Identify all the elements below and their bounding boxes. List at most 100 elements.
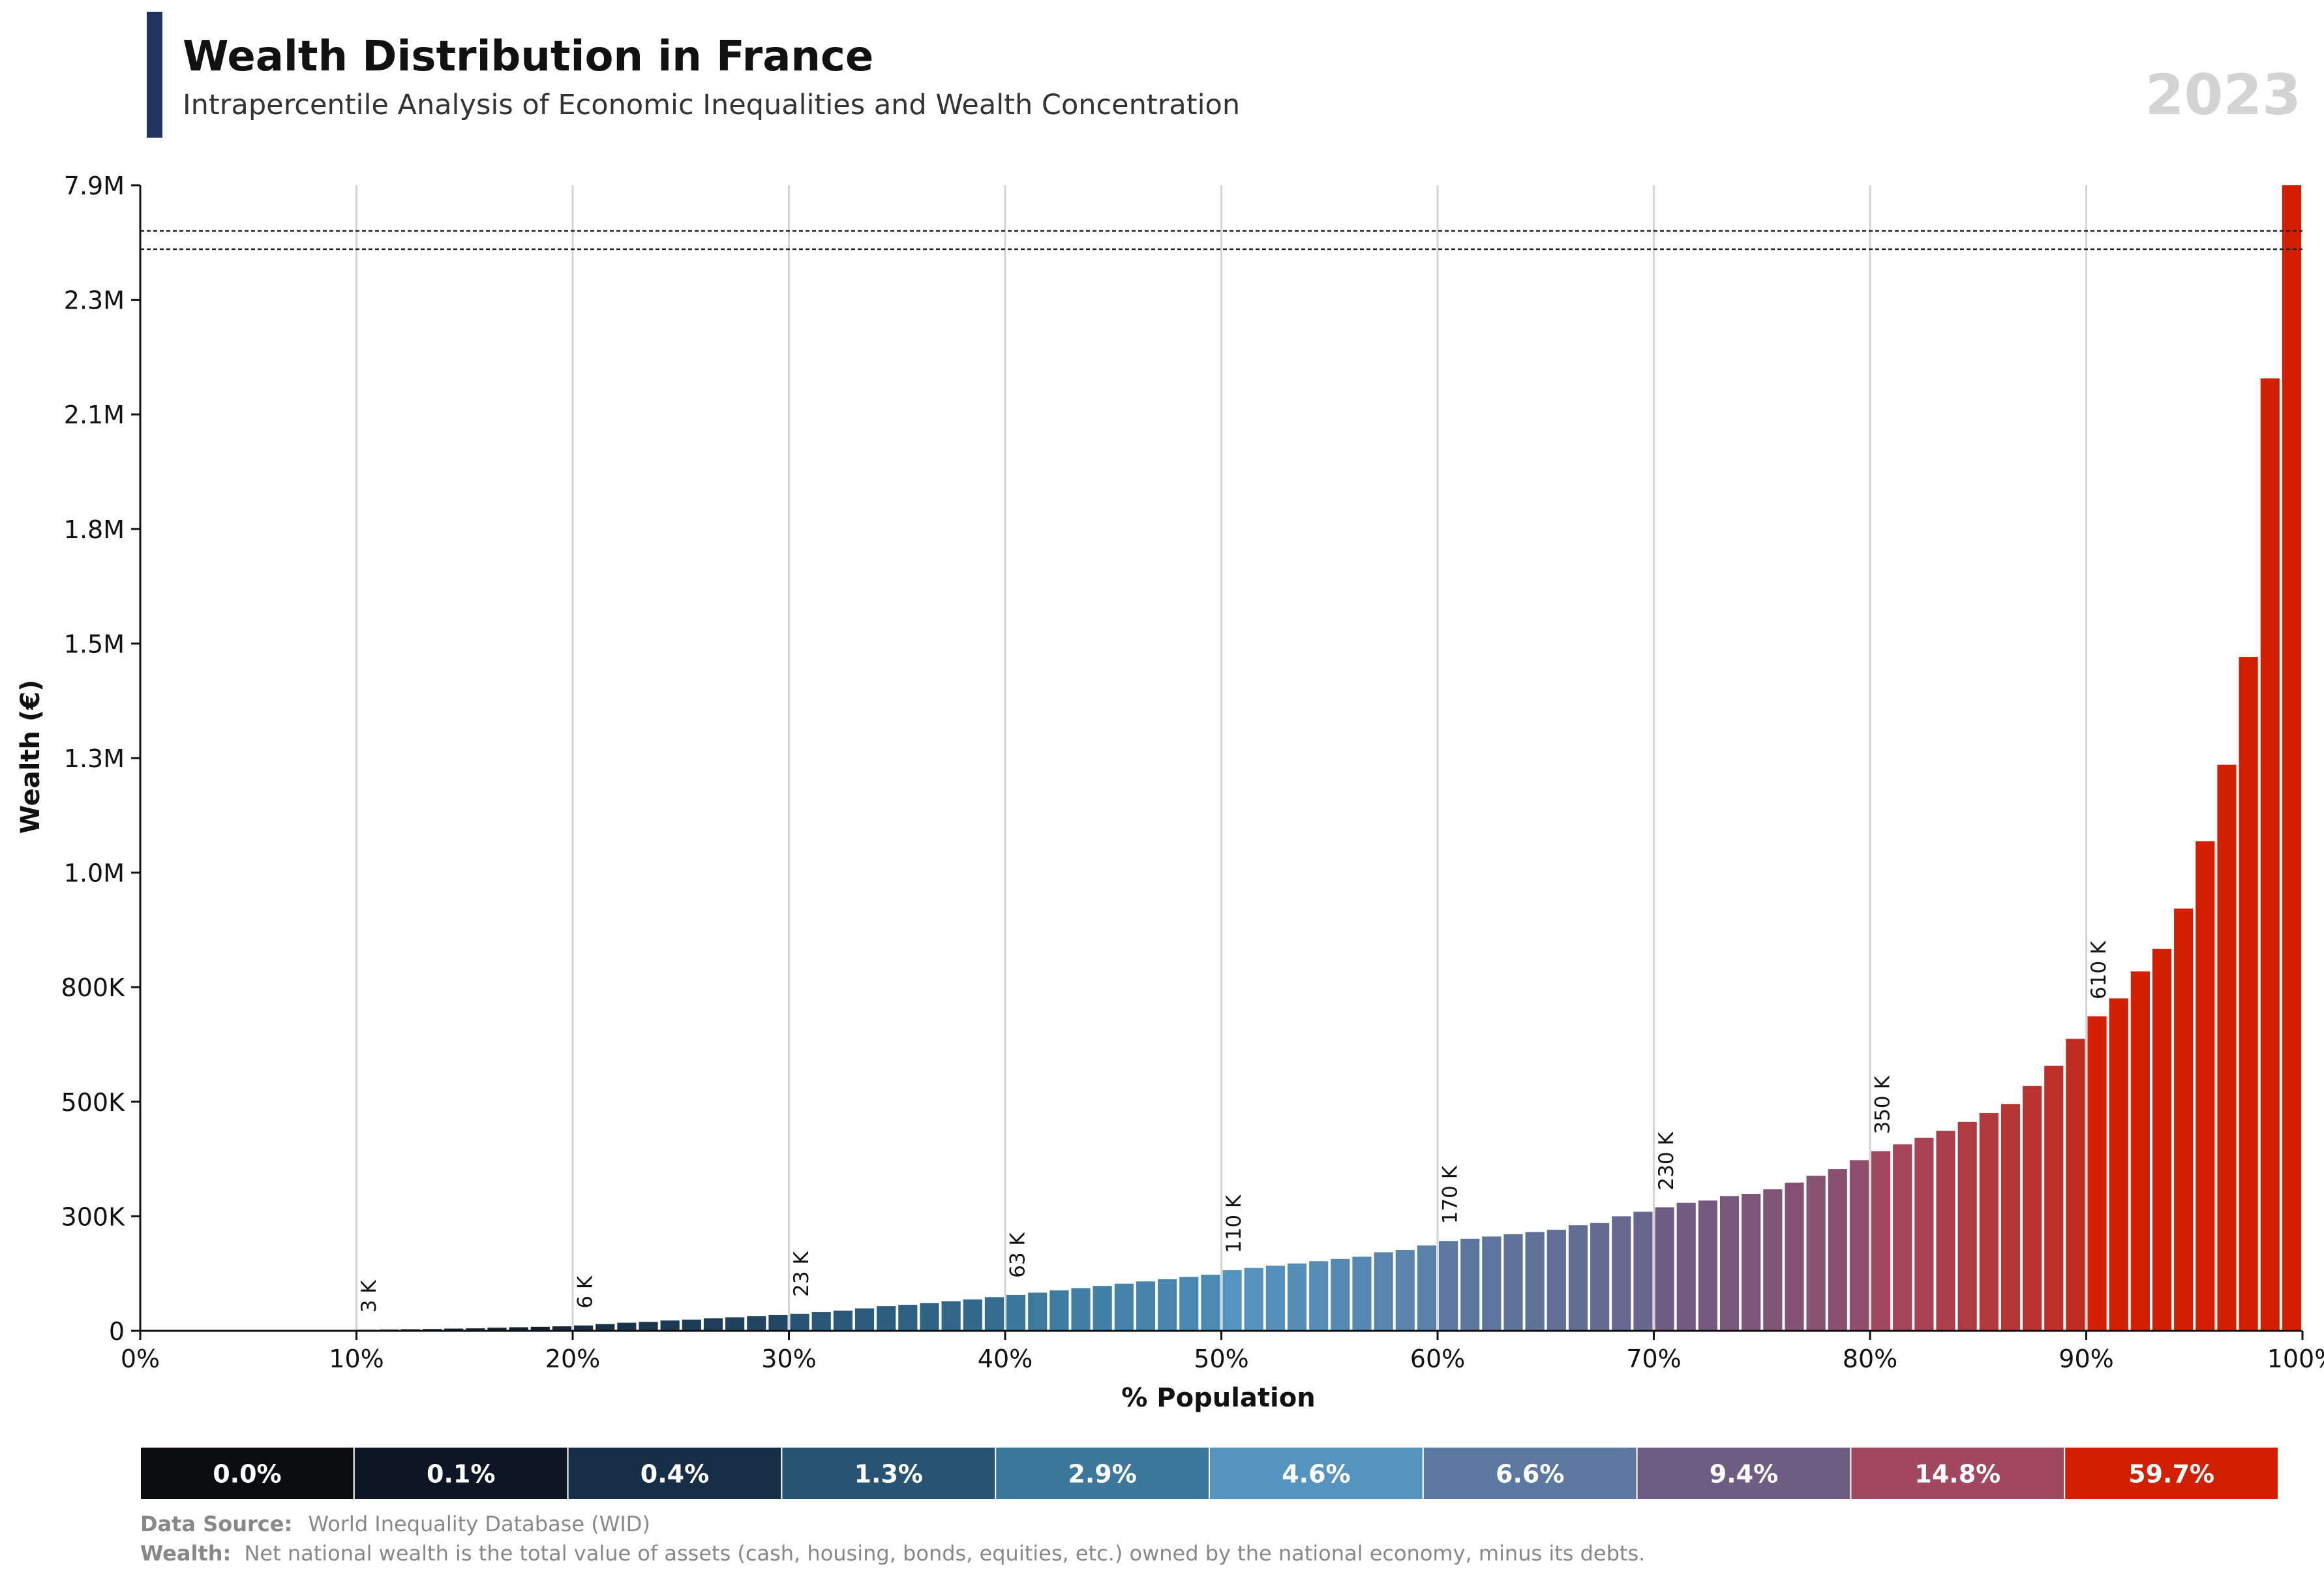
bar-p86 [1979,1113,1999,1331]
x-tick-label: 50% [1194,1345,1248,1373]
bar-value-label: 170 K [1439,1165,1462,1224]
wealth-definition-text: Net national wealth is the total value o… [244,1541,1645,1566]
bar-p19 [530,1326,550,1331]
chart-title: Wealth Distribution in France [183,33,873,81]
decile-share-label: 1.3% [854,1460,923,1489]
decile-share-strip: 0.0% 0.1% 0.4% 1.3% 2.9% 4.6% 6.6% 9.4% 14.8% 59.… [140,1446,2279,1500]
bar-p69 [1612,1216,1631,1331]
bar-p24 [639,1322,658,1331]
bar-p51 [1222,1270,1242,1331]
bar-value-label: 230 K [1655,1132,1678,1191]
x-tick-label: 30% [761,1345,816,1373]
y-tick-label: 500K [61,1088,126,1117]
decile-share-label: 0.1% [427,1460,495,1489]
decile-share-cell [2064,1446,2279,1500]
bar-p21 [574,1325,594,1331]
bar-p25 [660,1320,680,1331]
bar-p32 [811,1312,831,1331]
bar-p45 [1093,1286,1112,1331]
bar-p41 [1006,1294,1026,1331]
y-tick-label: 7.9M [64,172,125,200]
bar-p57 [1352,1256,1372,1331]
bar-p98 [2239,657,2258,1331]
bar-p35 [877,1306,896,1331]
decile-share-cell [1636,1446,1852,1500]
y-tick-label: 1.5M [64,630,125,658]
decile-share-label: 14.8% [1914,1460,2000,1489]
bar-p20 [552,1326,571,1331]
bar-p99 [2260,378,2280,1331]
bar-p95 [2174,908,2194,1331]
bar-p52 [1244,1268,1263,1331]
bar-p15 [444,1328,464,1331]
bar-p78 [1806,1176,1826,1331]
bar-p74 [1719,1196,1740,1331]
y-axis-label: Wealth (€) [16,680,46,834]
decile-share-cell [1209,1446,1424,1500]
y-tick-label: 2.3M [64,286,125,315]
bar-p64 [1503,1234,1523,1331]
x-tick-label: 100% [2267,1345,2324,1373]
bar-p36 [898,1305,918,1331]
y-tick-label: 1.8M [64,515,125,544]
x-tick-label: 70% [1626,1345,1681,1373]
bar-p56 [1331,1258,1350,1331]
x-tick-label: 10% [329,1345,384,1373]
bar-p93 [2130,971,2150,1331]
x-tick-label: 80% [1843,1345,1897,1373]
decile-share-cell [995,1446,1210,1500]
wealth-definition-note: Wealth: Net national wealth is the total… [140,1541,1645,1566]
bar-p79 [1828,1169,1847,1331]
bar-p29 [747,1316,766,1331]
bar-p68 [1590,1223,1610,1331]
bar-value-label: 110 K [1222,1194,1246,1253]
bar-p97 [2217,765,2237,1331]
grid-lines [355,185,2087,1331]
x-tick-label: 60% [1410,1345,1465,1373]
bar-p65 [1525,1232,1545,1331]
bar-p38 [941,1301,961,1331]
bar-p26 [682,1319,701,1331]
bar-p80 [1849,1160,1869,1331]
bar-p31 [790,1313,809,1331]
y-tick-label: 300K [61,1202,126,1231]
bar-p59 [1395,1250,1415,1331]
decile-share-cell [567,1446,783,1500]
bar-value-label: 3 K [357,1280,381,1313]
bar-p90 [2066,1039,2085,1331]
decile-share-label: 9.4% [1710,1460,1778,1489]
data-source-note: Data Source: World Inequality Database (… [140,1512,650,1536]
bar-value-label: 610 K [2087,941,2111,999]
bar-value-label: 23 K [790,1251,813,1297]
axes: 0 300K 500K 800K 1.0M 1.3M 1.5M 1.8M 2.1M 2.3M 7.9… [61,172,2324,1373]
decile-share-cell [781,1446,997,1500]
bar-p72 [1676,1202,1696,1331]
decile-share-label: 2.9% [1068,1460,1136,1489]
data-source-label: Data Source: [140,1512,292,1536]
bar-p66 [1547,1230,1566,1331]
bar-p71 [1655,1207,1674,1331]
bar-p54 [1287,1263,1307,1331]
bar-p40 [984,1297,1004,1331]
bar-p44 [1071,1288,1091,1331]
bar-p100 [2282,185,2301,1331]
y-tick-label: 2.1M [64,401,125,429]
bar-p16 [466,1328,485,1331]
bar-p96 [2196,841,2215,1331]
bar-p77 [1785,1182,1804,1331]
bar-p27 [703,1318,723,1331]
x-tick-label: 90% [2059,1345,2113,1373]
bar-p43 [1049,1290,1069,1331]
year-label: 2023 [2145,63,2301,128]
x-tick-label: 0% [121,1345,160,1373]
bar-p63 [1482,1236,1502,1331]
bar-value-label: 6 K [574,1275,597,1309]
decile-share-label: 59.7% [2128,1460,2214,1489]
y-tick-label: 0 [109,1317,125,1346]
chart-subtitle: Intrapercentile Analysis of Economic Ine… [183,89,1240,121]
bar-p50 [1201,1274,1220,1331]
x-tick-label: 20% [545,1345,600,1373]
decile-share-cell [140,1446,355,1500]
decile-share-label: 4.6% [1282,1460,1350,1489]
